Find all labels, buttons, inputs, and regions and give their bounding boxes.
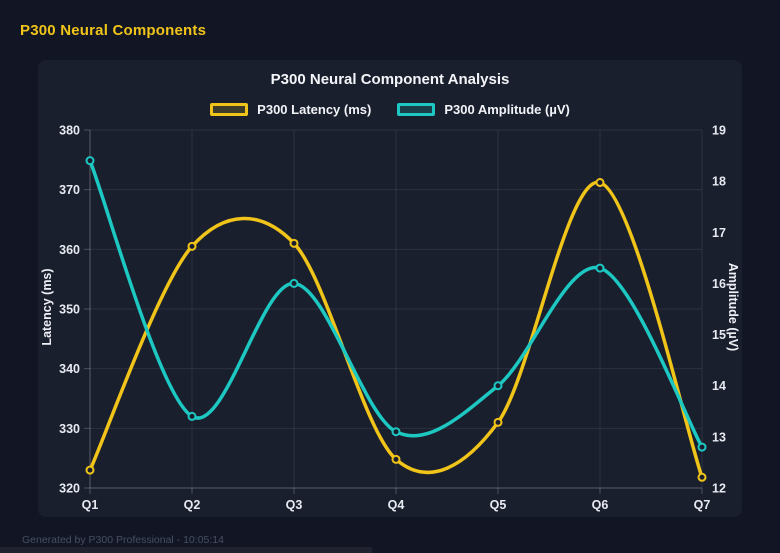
right-tick-label: 16 <box>712 277 726 291</box>
x-tick-label: Q1 <box>82 498 99 512</box>
data-point <box>493 381 503 391</box>
x-tick-label: Q3 <box>286 498 303 512</box>
left-tick-label: 370 <box>59 183 80 197</box>
footer-note: Generated by P300 Professional - 10:05:1… <box>22 534 224 546</box>
data-point <box>289 238 299 248</box>
x-tick-label: Q2 <box>184 498 201 512</box>
data-point <box>595 263 605 273</box>
data-point <box>493 417 503 427</box>
data-point <box>187 241 197 251</box>
right-tick-label: 15 <box>712 328 726 342</box>
bottom-strip <box>0 547 372 553</box>
data-point <box>187 411 197 421</box>
left-tick-label: 330 <box>59 422 80 436</box>
left-tick-label: 380 <box>59 124 80 138</box>
legend-item-1[interactable]: P300 Amplitude (µV) <box>397 102 570 117</box>
x-tick-label: Q4 <box>388 498 405 512</box>
legend-label: P300 Latency (ms) <box>257 102 372 117</box>
left-tick-label: 360 <box>59 243 80 257</box>
right-tick-label: 17 <box>712 226 726 240</box>
left-tick-label: 350 <box>59 303 80 317</box>
legend-label: P300 Amplitude (µV) <box>444 102 570 117</box>
right-tick-label: 19 <box>712 124 726 138</box>
data-point <box>85 465 95 475</box>
right-tick-label: 18 <box>712 175 726 189</box>
x-tick-label: Q5 <box>490 498 507 512</box>
right-tick-label: 14 <box>712 379 726 393</box>
legend-item-0[interactable]: P300 Latency (ms) <box>210 102 371 117</box>
legend-swatch-icon <box>210 103 249 116</box>
left-tick-label: 340 <box>59 362 80 376</box>
data-point <box>391 454 401 464</box>
data-point <box>697 442 707 452</box>
data-point <box>289 278 299 288</box>
left-tick-label: 320 <box>59 482 80 496</box>
right-axis-title: Amplitude (µV) <box>726 262 740 352</box>
right-tick-label: 13 <box>712 430 726 444</box>
x-tick-label: Q7 <box>694 498 711 512</box>
data-point <box>85 156 95 166</box>
legend: P300 Latency (ms) P300 Amplitude (µV) <box>38 102 742 117</box>
x-tick-label: Q6 <box>592 498 609 512</box>
chart-plot: 320 330 340 350 360 370 380 12 13 14 15 16 17 18 19 Q1 Q… <box>59 124 726 513</box>
right-tick-label: 12 <box>712 482 726 496</box>
data-point <box>391 427 401 437</box>
chart-title: P300 Neural Component Analysis <box>270 71 510 88</box>
page-title: P300 Neural Components <box>20 22 207 39</box>
chart-card: P300 Neural Component Analysis P300 Late… <box>38 60 742 517</box>
data-point <box>697 472 707 482</box>
data-point <box>595 178 605 188</box>
legend-swatch-icon <box>397 103 436 116</box>
left-axis-title: Latency (ms) <box>40 268 54 346</box>
